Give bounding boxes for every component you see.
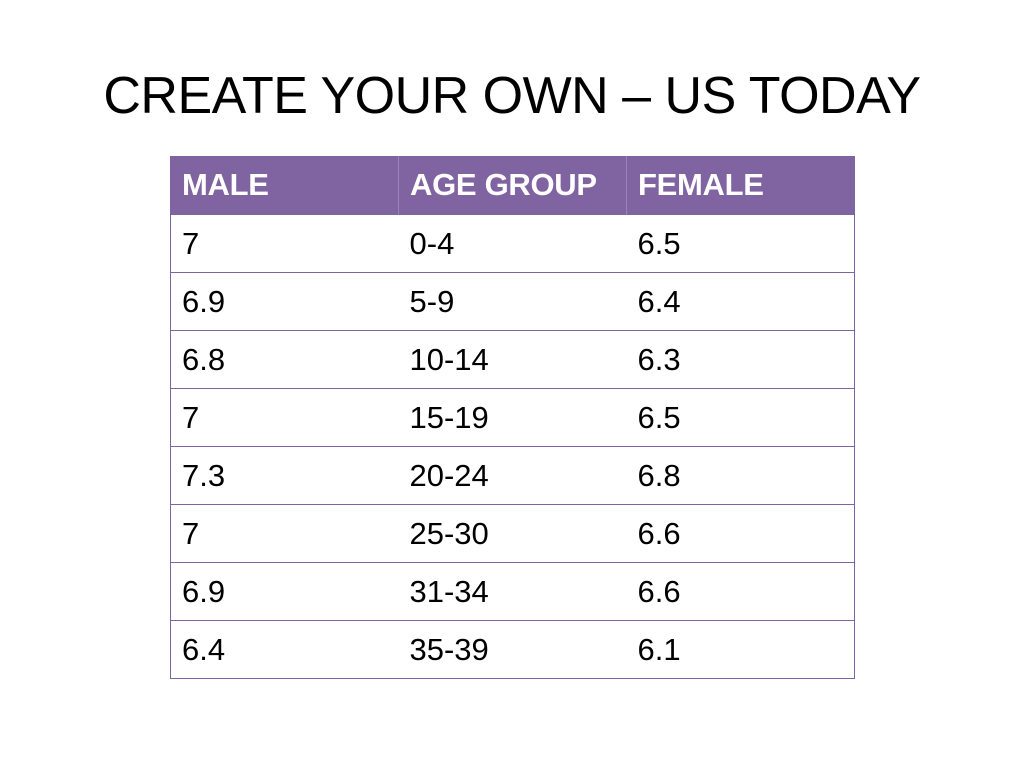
population-table: MALE AGE GROUP FEMALE 7 0-4 6.5 6.9 5-9 …	[170, 156, 855, 679]
table-row: 7 0-4 6.5	[170, 214, 855, 273]
header-female: FEMALE	[626, 156, 855, 215]
cell-age-group: 25-30	[398, 504, 627, 563]
header-male: MALE	[170, 156, 399, 215]
cell-female: 6.5	[626, 388, 855, 447]
cell-female: 6.1	[626, 620, 855, 679]
cell-male: 6.9	[170, 272, 399, 331]
cell-female: 6.6	[626, 562, 855, 621]
header-age-group: AGE GROUP	[398, 156, 627, 215]
cell-male: 6.8	[170, 330, 399, 389]
slide-title: CREATE YOUR OWN – US TODAY	[103, 67, 921, 125]
cell-female: 6.5	[626, 214, 855, 273]
cell-age-group: 35-39	[398, 620, 627, 679]
cell-age-group: 20-24	[398, 446, 627, 505]
cell-male: 6.4	[170, 620, 399, 679]
cell-female: 6.6	[626, 504, 855, 563]
cell-age-group: 5-9	[398, 272, 627, 331]
table-row: 7 15-19 6.5	[170, 388, 855, 447]
cell-male: 6.9	[170, 562, 399, 621]
cell-male: 7	[170, 214, 399, 273]
cell-age-group: 31-34	[398, 562, 627, 621]
table-row: 7 25-30 6.6	[170, 504, 855, 563]
cell-male: 7.3	[170, 446, 399, 505]
cell-male: 7	[170, 504, 399, 563]
cell-male: 7	[170, 388, 399, 447]
cell-female: 6.8	[626, 446, 855, 505]
cell-female: 6.4	[626, 272, 855, 331]
table-row: 7.3 20-24 6.8	[170, 446, 855, 505]
table-header-row: MALE AGE GROUP FEMALE	[170, 156, 855, 215]
table-row: 6.9 31-34 6.6	[170, 562, 855, 621]
table-row: 6.4 35-39 6.1	[170, 620, 855, 679]
cell-age-group: 10-14	[398, 330, 627, 389]
table-row: 6.8 10-14 6.3	[170, 330, 855, 389]
cell-female: 6.3	[626, 330, 855, 389]
table-row: 6.9 5-9 6.4	[170, 272, 855, 331]
cell-age-group: 15-19	[398, 388, 627, 447]
cell-age-group: 0-4	[398, 214, 627, 273]
